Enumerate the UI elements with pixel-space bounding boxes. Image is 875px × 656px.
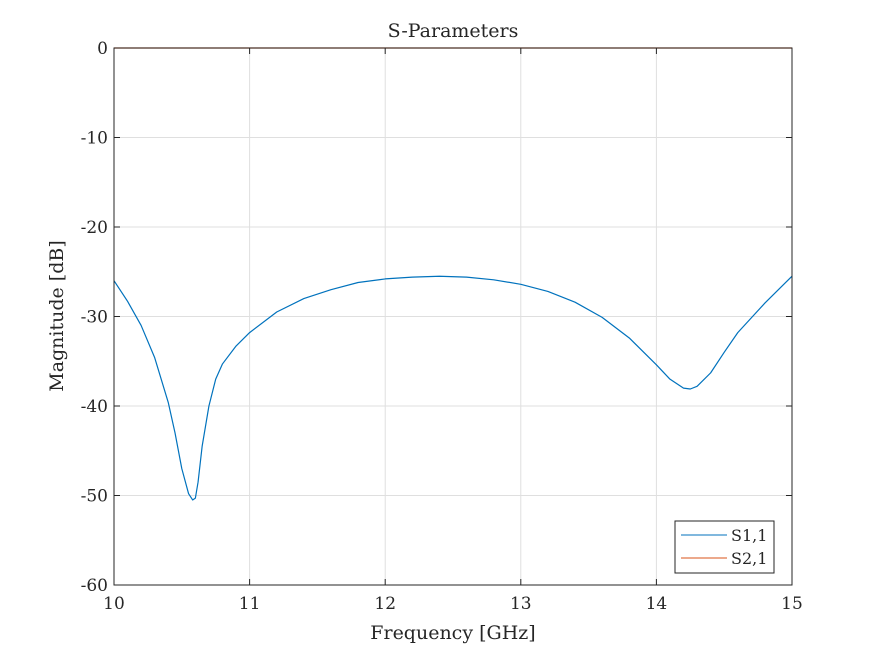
y-tick-label: -50 [81, 487, 108, 507]
y-axis-label: Magnitude [dB] [46, 240, 68, 392]
legend: S1,1 S2,1 [674, 520, 775, 574]
y-tick-label: -40 [81, 397, 108, 417]
y-tick-label: 0 [97, 39, 108, 59]
x-tick-label: 14 [646, 594, 668, 614]
legend-label-s11: S1,1 [731, 526, 767, 545]
x-tick-label: 15 [781, 594, 803, 614]
x-tick-label: 12 [374, 594, 396, 614]
x-tick-label: 10 [103, 594, 125, 614]
y-tick-label: -20 [81, 218, 108, 238]
series-line-s11 [113, 275, 793, 501]
y-tick-label: -10 [81, 129, 108, 149]
x-tick-label: 13 [510, 594, 532, 614]
legend-box [674, 520, 775, 574]
ticks: 10 11 12 13 14 15 0 -10 -20 -30 -40 -50 -60 [81, 39, 803, 614]
x-tick-label: 11 [239, 594, 261, 614]
x-axis-label: Frequency [GHz] [370, 622, 535, 644]
chart-title: S-Parameters [388, 20, 519, 42]
legend-label-s21: S2,1 [731, 549, 767, 568]
grid [113, 47, 793, 586]
y-tick-label: -60 [81, 576, 108, 596]
y-tick-label: -30 [81, 308, 108, 328]
